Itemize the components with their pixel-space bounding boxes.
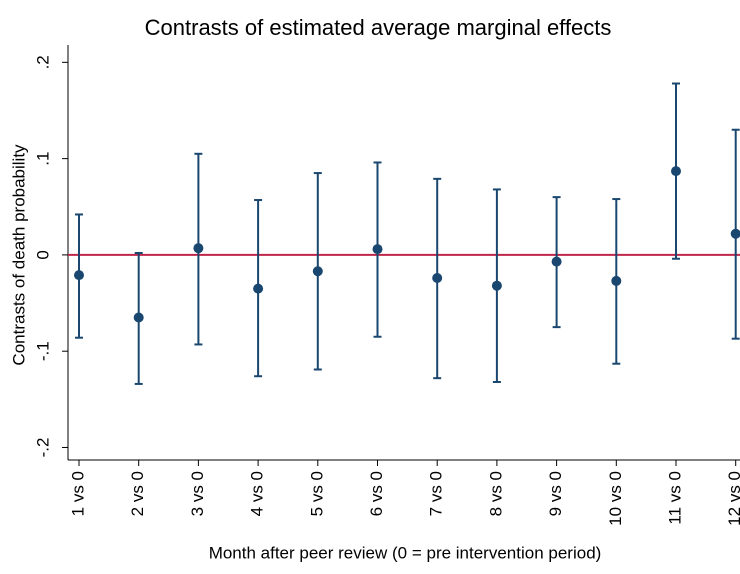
- point: [611, 275, 622, 286]
- x-tick-label: 6 vs 0: [367, 471, 386, 516]
- x-tick-label: 8 vs 0: [486, 471, 505, 516]
- point: [253, 283, 264, 294]
- point: [193, 243, 204, 254]
- x-tick-label: 1 vs 0: [68, 471, 87, 516]
- y-tick-label: 0: [33, 250, 52, 259]
- point: [133, 312, 144, 323]
- point: [312, 266, 323, 277]
- x-tick-label: 7 vs 0: [427, 471, 446, 516]
- x-tick-label: 2 vs 0: [128, 471, 147, 516]
- y-tick-label: -.2: [33, 438, 52, 458]
- point: [491, 280, 502, 291]
- point: [671, 166, 681, 177]
- x-axis-label: Month after peer review (0 = pre interve…: [209, 543, 602, 562]
- x-tick-label: 12 vs 0: [725, 471, 740, 526]
- x-tick-label: 11 vs 0: [665, 471, 684, 525]
- x-tick-label: 4 vs 0: [248, 471, 267, 516]
- y-axis-label: Contrasts of death probability: [9, 144, 28, 366]
- chart-title: Contrasts of estimated average marginal …: [145, 15, 612, 40]
- y-tick-label: -.1: [33, 341, 52, 361]
- point: [432, 273, 443, 284]
- point: [551, 256, 562, 267]
- x-tick-label: 10 vs 0: [606, 471, 625, 526]
- y-tick-label: .2: [33, 55, 52, 69]
- y-tick-label: .1: [33, 152, 52, 166]
- x-tick-label: 9 vs 0: [546, 471, 565, 516]
- point: [730, 228, 740, 239]
- point: [74, 270, 84, 281]
- point: [372, 244, 383, 255]
- x-tick-label: 5 vs 0: [307, 471, 326, 516]
- x-tick-label: 3 vs 0: [188, 471, 207, 516]
